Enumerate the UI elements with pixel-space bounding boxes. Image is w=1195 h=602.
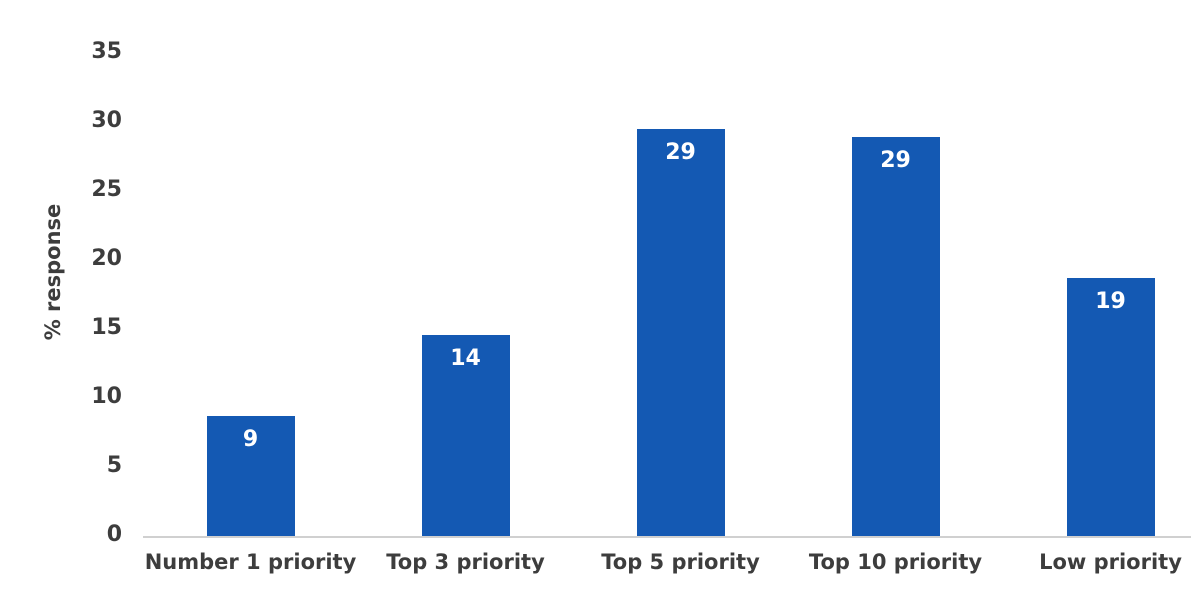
bar-top-10-priority: 29 bbox=[851, 137, 940, 536]
y-tick-label-30: 30 bbox=[91, 108, 122, 133]
bar-number-1-priority: 9 bbox=[206, 415, 295, 536]
y-tick-label-35: 35 bbox=[91, 39, 122, 64]
bar-value-label: 9 bbox=[242, 426, 259, 452]
y-tick-label-10: 10 bbox=[91, 384, 122, 409]
y-tick-label-5: 5 bbox=[106, 453, 122, 478]
y-tick-label-0: 0 bbox=[106, 522, 122, 547]
x-axis-line bbox=[143, 536, 1191, 538]
x-tick-label-low-priority: Low priority bbox=[1039, 550, 1182, 574]
bar-top-5-priority: 29 bbox=[636, 128, 725, 536]
bar-low-priority: 19 bbox=[1066, 277, 1155, 536]
bar-value-label: 29 bbox=[880, 148, 911, 174]
x-tick-label-number-1-priority: Number 1 priority bbox=[144, 550, 357, 574]
y-tick-label-20: 20 bbox=[91, 246, 122, 271]
x-tick-label-top-3-priority: Top 3 priority bbox=[386, 550, 545, 574]
bar-value-label: 14 bbox=[450, 345, 481, 371]
bar-value-label: 19 bbox=[1095, 288, 1126, 314]
x-tick-label-top-5-priority: Top 5 priority bbox=[601, 550, 760, 574]
plot-area: 9 14 29 29 19 bbox=[143, 0, 1191, 536]
y-tick-label-25: 25 bbox=[91, 177, 122, 202]
bar-top-3-priority: 14 bbox=[421, 334, 510, 536]
y-tick-label-15: 15 bbox=[91, 315, 122, 340]
x-tick-label-top-10-priority: Top 10 priority bbox=[808, 550, 983, 574]
bar-value-label: 29 bbox=[665, 139, 696, 165]
